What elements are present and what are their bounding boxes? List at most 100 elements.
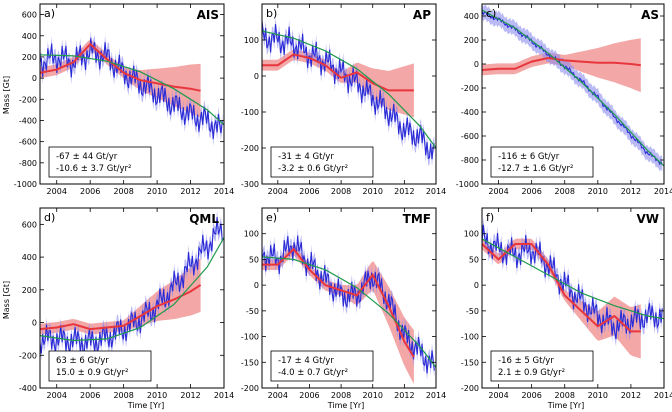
x-tick-label: 2010 [588,391,608,400]
y-tick-label: 0 [254,72,259,81]
quadratic-fit-line [40,237,224,342]
y-tick-label: 200 [22,53,37,62]
y-tick-label: 400 [22,253,37,262]
plot-frame [481,207,665,389]
quadratic-fit-line [262,256,436,368]
plot-marks [482,217,664,359]
panel-tag: b) [266,7,277,20]
y-tick-label: 600 [22,220,37,229]
x-tick-label: 2006 [521,391,541,400]
x-tick-label: 2006 [299,391,319,400]
y-tick-label: 0 [32,74,37,83]
y-tick-label: 400 [464,12,479,21]
y-tick-label: -50 [466,307,479,316]
x-tick-label: 2004 [488,391,508,400]
x-tick-label: 2008 [331,391,351,400]
y-tick-label: -200 [19,351,37,360]
x-tick-label: 2008 [113,391,133,400]
y-tick-label: -400 [19,384,37,393]
x-tick-label: 2008 [555,187,575,196]
model-series-line [482,243,641,333]
y-tick-label: -200 [461,384,479,393]
plot-marks [40,30,224,147]
x-tick-label: 2004 [47,187,67,196]
fit-trend-text: -116 ± 6 Gt/yr [498,152,560,162]
panel-tag: d) [44,211,55,224]
fit-trend-text: -31 ± 4 Gt/yr [278,152,334,162]
model-series-line [40,42,201,92]
panel-title: QML [189,212,219,226]
fit-annotation-box [270,146,374,178]
x-tick-label: 2004 [47,391,67,400]
y-tick-label: 0 [254,281,259,290]
plot-marks [482,4,664,172]
y-tick-label: -600 [461,132,479,141]
fit-acceleration-text: 2.1 ± 0.9 Gt/yr² [498,368,565,378]
panel-as: -1000 -800 -600 -400 -200 0 200 400 2004 2006 2008… [456,3,672,196]
y-tick-label: 50 [249,255,259,264]
grace-uncertainty-band [40,209,223,361]
y-tick-label: -400 [461,108,479,117]
y-tick-label: -300 [241,180,259,189]
y-tick-label: 400 [22,32,37,41]
grace-series-line [482,224,663,340]
grace-series-line [482,10,663,166]
panel-tag: e) [266,211,277,224]
panel-vw: -200 -150 -100 -50 0 50 100 2004 2006 2008 2010 201… [461,207,672,400]
y-axis-label-bottom: Mass [Gt] [2,281,11,319]
fit-acceleration-text: -3.2 ± 0.6 Gt/yr² [278,164,348,174]
x-tick-label: 2004 [488,187,508,196]
x-tick-label: 2010 [147,187,167,196]
y-tick-label: -800 [19,159,37,168]
fit-annotation-box [48,146,152,178]
panel-title: AS [641,8,659,22]
fit-annotation-box [48,350,152,382]
panel-title: TMF [403,212,431,226]
x-axis-label-right: Time [Yr] [547,401,585,410]
x-tick-label: 2008 [555,391,575,400]
x-tick-label: 2006 [299,187,319,196]
x-tick-label: 2006 [80,187,100,196]
model-series-line [40,284,202,331]
fit-trend-text: -17 ± 4 Gt/yr [278,356,334,366]
fit-annotation-box [270,350,374,382]
fit-acceleration-text: 15.0 ± 0.9 Gt/yr² [56,368,128,378]
fit-trend-text: -16 ± 5 Gt/yr [498,356,554,366]
y-tick-label: 50 [469,255,479,264]
x-tick-label: 2014 [214,187,234,196]
grace-series-line [262,21,435,160]
x-axis-label-middle: Time [Yr] [327,401,365,410]
x-tick-label: 2012 [621,187,641,196]
panel-tmf: -200 -150 -100 -50 0 50 100 2004 2006 2008 2010 201… [241,207,446,400]
grace-uncertainty-band [482,4,663,172]
grace-series-line [40,37,223,139]
x-tick-label: 2014 [426,187,446,196]
fit-trend-text: -67 ± 44 Gt/yr [56,152,118,162]
panel-ap: -300 -200 -100 0 100 2004 2006 2008 2010 2012 2014… [241,3,446,196]
y-tick-label: -400 [19,116,37,125]
x-tick-label: 2008 [113,187,133,196]
x-tick-label: 2010 [147,391,167,400]
y-tick-label: 100 [244,36,259,45]
fit-acceleration-text: -4.0 ± 0.7 Gt/yr² [278,368,348,378]
y-tick-label: -50 [246,307,259,316]
quadratic-fit-line [482,9,664,167]
x-tick-label: 2006 [80,391,100,400]
y-tick-label: 0 [474,60,479,69]
panel-title: AIS [197,8,219,22]
y-tick-label: -1000 [456,180,479,189]
x-tick-label: 2010 [588,187,608,196]
panel-tag: a) [44,7,55,20]
x-tick-label: 2008 [331,187,351,196]
y-tick-label: 0 [474,281,479,290]
model-uncertainty-band [40,257,201,335]
grace-series-line [262,235,435,374]
y-tick-label: 200 [464,36,479,45]
quadratic-fit-line [482,238,664,320]
y-tick-label: -100 [241,333,259,342]
y-tick-label: -1000 [14,180,37,189]
plot-frame [261,3,437,185]
fit-annotation-box [490,146,594,178]
y-tick-label: -100 [241,108,259,117]
